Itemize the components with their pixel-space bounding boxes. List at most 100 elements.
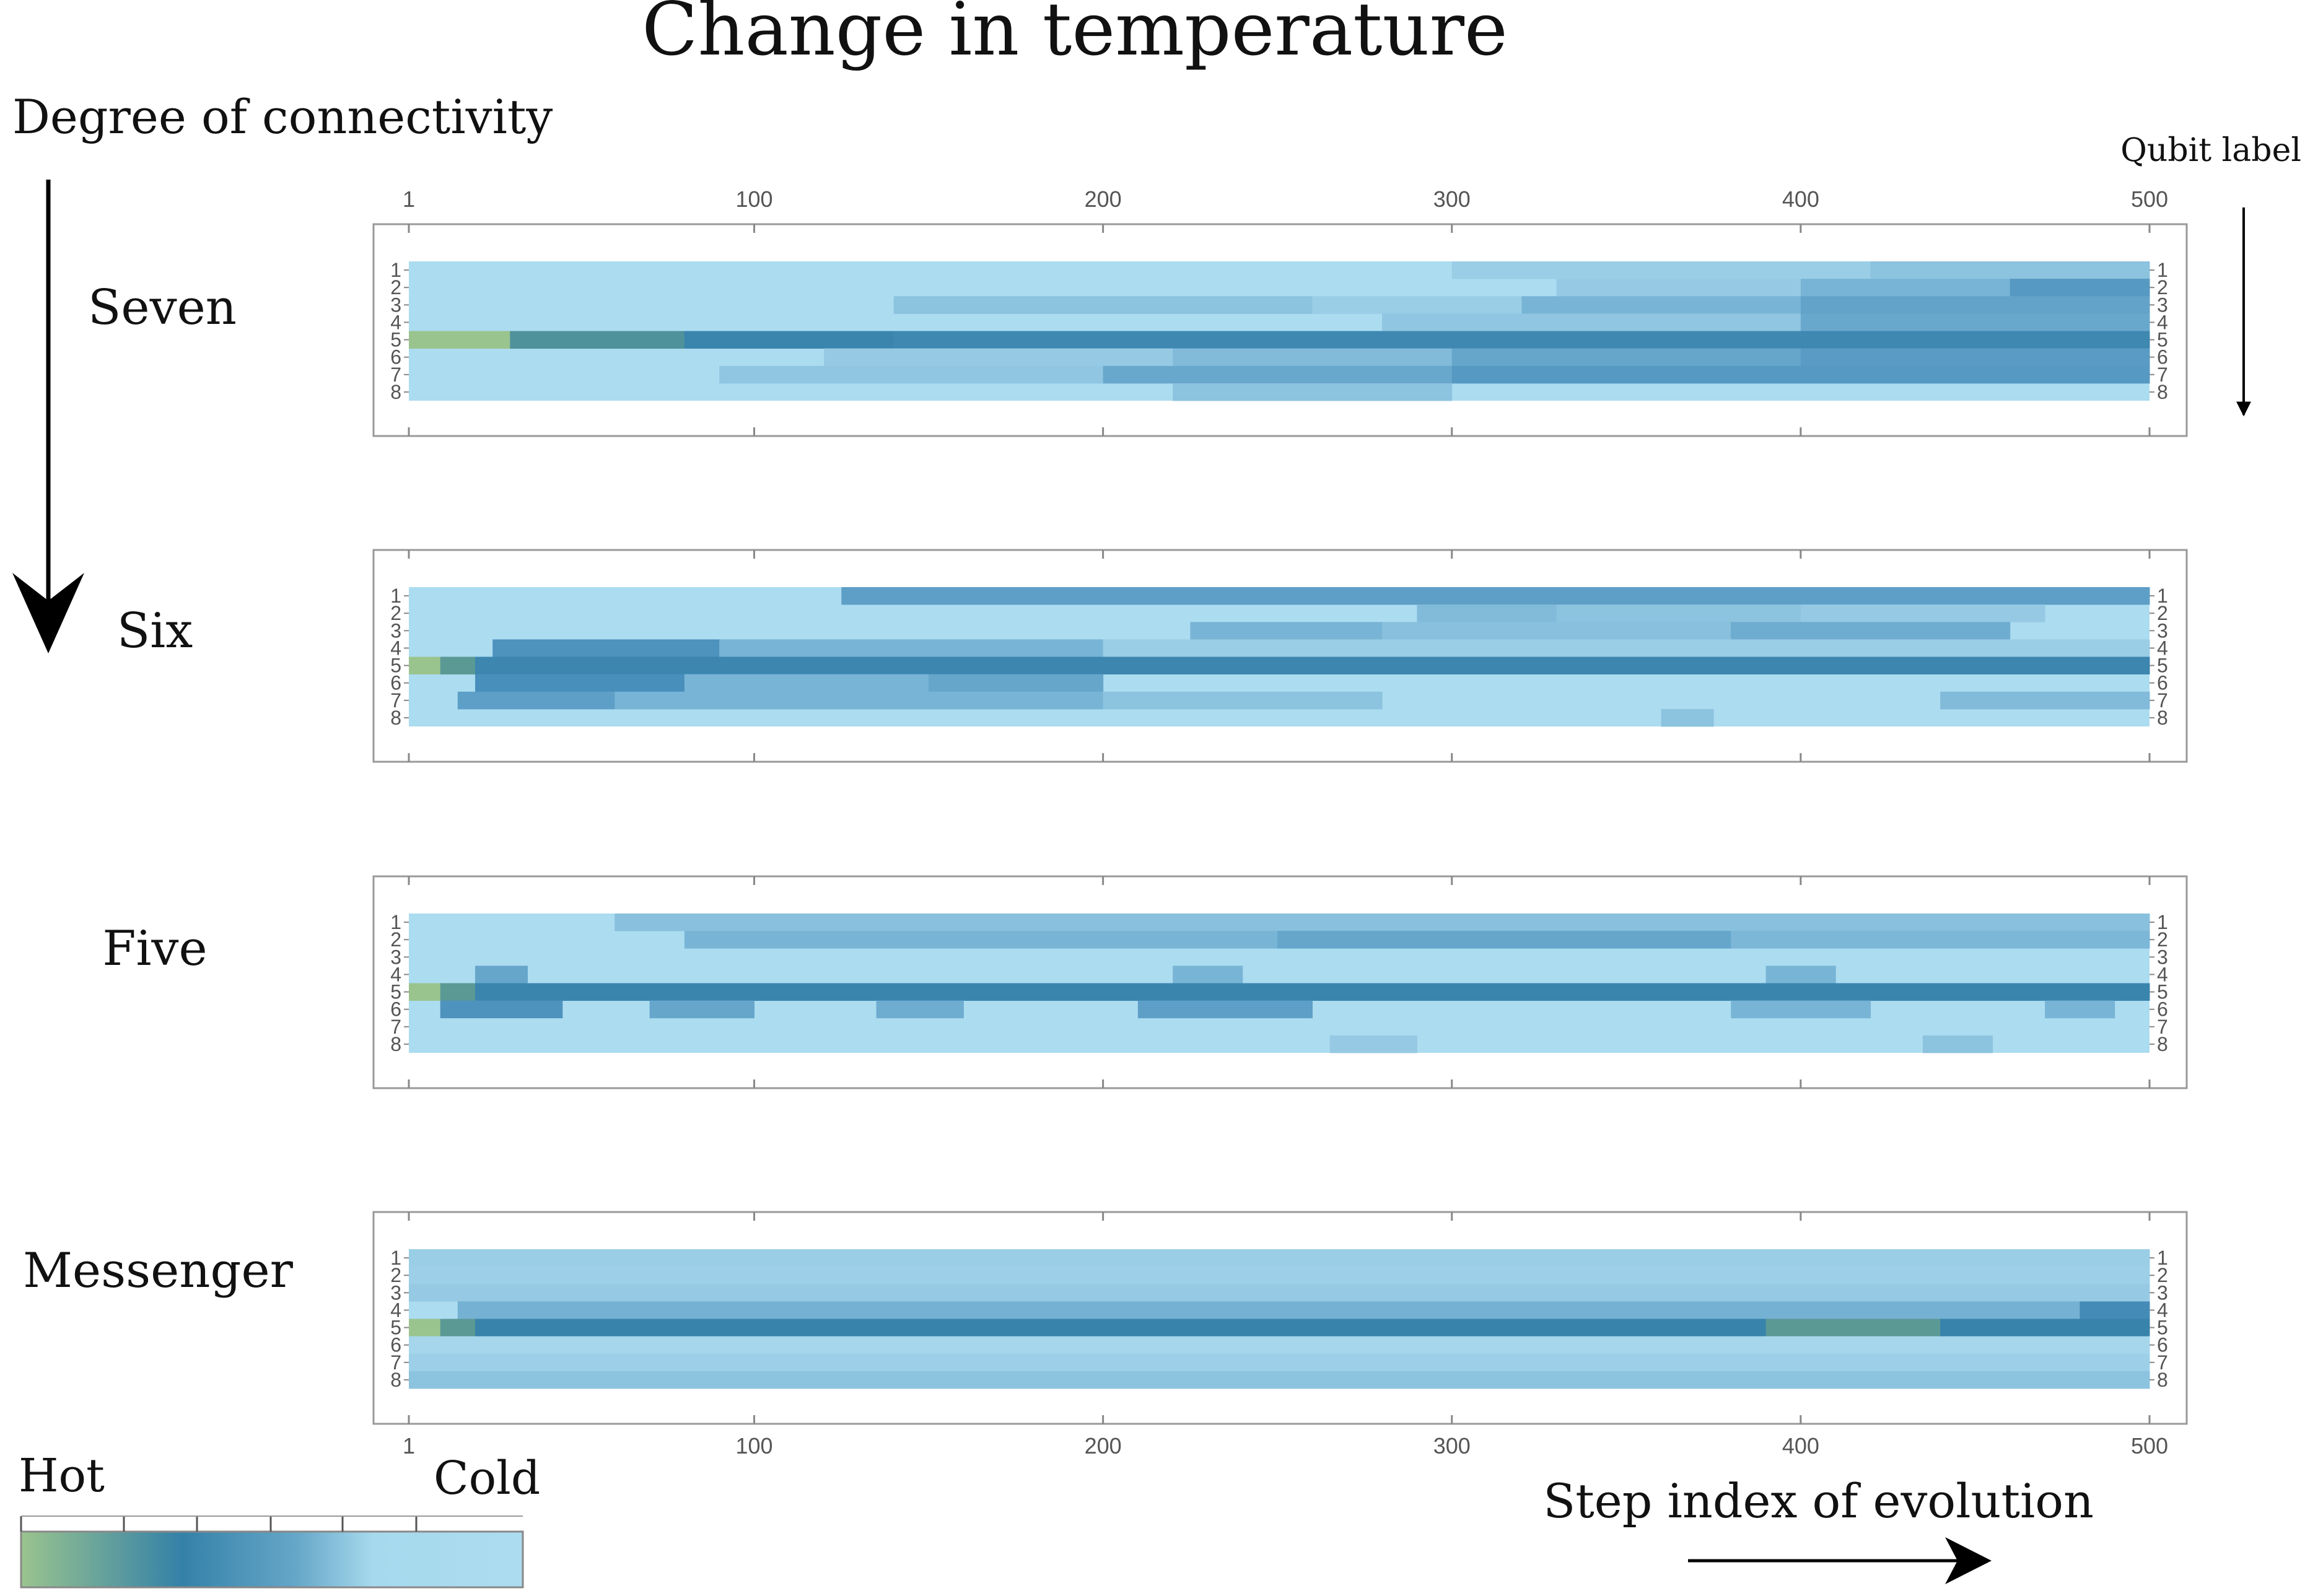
qubit-tick-label: 7 — [390, 1351, 401, 1374]
heatmap-cell — [475, 966, 528, 983]
qubit-tick-label: 4 — [2157, 963, 2168, 985]
heatmap-cell — [1382, 622, 1731, 640]
qubit-tick-label: 5 — [390, 329, 401, 351]
qubit-tick-label: 7 — [2157, 1351, 2168, 1374]
heatmap-cell — [409, 1336, 2150, 1354]
heatmap-cell — [1661, 709, 1714, 727]
heatmap-cell — [1451, 348, 1801, 367]
qubit-tick-label: 4 — [390, 1299, 401, 1321]
qubit-tick-label: 7 — [390, 1016, 401, 1038]
qubit-tick-label: 2 — [2157, 928, 2168, 951]
heatmap-cell — [475, 656, 2150, 674]
heatmap-cell — [1173, 348, 1453, 367]
panel-label: Six — [117, 603, 193, 659]
qubit-annotation: Qubit label — [2120, 132, 2301, 169]
panel-label: Messenger — [23, 1243, 294, 1299]
x-tick-label: 300 — [1433, 186, 1471, 212]
heatmap-cell — [510, 331, 685, 349]
qubit-tick-label: 1 — [390, 259, 401, 281]
heatmap-cell — [1277, 931, 1731, 949]
qubit-tick-label: 5 — [2157, 329, 2168, 351]
heatmap-cell — [1800, 279, 2011, 297]
heatmap-cell — [409, 656, 441, 674]
qubit-tick-label: 3 — [2157, 619, 2168, 642]
qubit-tick-label: 8 — [2157, 381, 2168, 403]
heatmap-cell — [440, 1319, 476, 1337]
heatmap-cell — [475, 674, 685, 692]
step-arrowhead — [1945, 1537, 1992, 1584]
heatmap-cell — [409, 1267, 2150, 1284]
heatmap-cell — [1940, 691, 2150, 710]
x-tick-label: 200 — [1085, 1433, 1122, 1459]
qubit-tick-label: 5 — [2157, 655, 2168, 677]
qubit-tick-label: 1 — [2157, 585, 2168, 607]
heatmap-cell — [440, 656, 476, 674]
heatmap-cell — [440, 983, 476, 1001]
qubit-tick-label: 4 — [2157, 1299, 2168, 1321]
qubit-tick-label: 6 — [390, 998, 401, 1021]
qubit-tick-label: 3 — [390, 1281, 401, 1304]
qubit-tick-label: 4 — [390, 311, 401, 333]
heatmap-cell — [684, 931, 1278, 949]
heatmap-cell — [492, 639, 720, 657]
heatmap-cell — [409, 1353, 2150, 1372]
heatmap-cell — [1731, 1000, 1871, 1019]
qubit-tick-label: 6 — [390, 346, 401, 368]
heatmap-cell — [841, 587, 2150, 605]
x-tick-label: 500 — [2131, 1433, 2168, 1459]
qubit-tick-label: 2 — [390, 1264, 401, 1286]
heatmap-cell — [1800, 604, 2045, 622]
heatmap-cell — [2080, 1301, 2150, 1319]
qubit-tick-label: 2 — [2157, 1264, 2168, 1286]
heatmap-cell — [1556, 279, 1801, 297]
heatmap-cell — [1417, 604, 1557, 622]
qubit-tick-label: 2 — [390, 928, 401, 951]
heatmap-cell — [1731, 622, 2011, 640]
qubit-tick-label: 3 — [2157, 294, 2168, 316]
qubit-tick-label: 8 — [2157, 1033, 2168, 1055]
heatmap-cell — [1731, 931, 2150, 949]
qubit-tick-label: 1 — [2157, 911, 2168, 933]
heatmap-cell — [824, 348, 1173, 367]
x-tick-label: 400 — [1782, 186, 1819, 212]
x-tick-label: 500 — [2131, 186, 2168, 212]
colorbar-ticks — [20, 1515, 523, 1532]
y-annotation: Degree of connectivity — [12, 89, 553, 144]
qubit-tick-label: 6 — [2157, 346, 2168, 368]
qubit-tick-label: 5 — [2157, 981, 2168, 1003]
heatmap-cell — [1800, 313, 2150, 331]
qubit-tick-label: 7 — [2157, 1016, 2168, 1038]
x-tick-label: 1 — [403, 186, 415, 212]
x-axis-bottom: 1 100 200 300 400 500 — [403, 1433, 2168, 1459]
heatmap-cell — [615, 914, 2150, 931]
qubit-tick-label: 7 — [390, 689, 401, 712]
heatmap-cell — [929, 674, 1104, 692]
qubit-tick-label: 2 — [390, 602, 401, 624]
heatmap-cell — [684, 674, 929, 692]
heatmap-cell — [1173, 383, 1453, 401]
qubit-tick-label: 5 — [390, 1317, 401, 1339]
heatmap-cell — [409, 331, 510, 349]
heatmap-cell — [409, 1319, 441, 1337]
qubit-tick-label: 6 — [390, 1334, 401, 1356]
qubit-tick-label: 8 — [2157, 1369, 2168, 1391]
qubit-tick-label: 5 — [2157, 1317, 2168, 1339]
heatmap-cell — [719, 639, 1104, 657]
colorbar — [20, 1530, 524, 1589]
qubit-tick-label: 7 — [2157, 364, 2168, 386]
qubit-tick-label: 7 — [390, 364, 401, 386]
qubit-tick-label: 2 — [390, 276, 401, 299]
panel-label: Seven — [88, 280, 237, 336]
qubit-tick-label: 3 — [390, 294, 401, 316]
heatmap-cell — [893, 296, 1313, 314]
qubit-tick-label: 2 — [2157, 602, 2168, 624]
heatmap-cell — [409, 1284, 2150, 1302]
heatmap-cell — [1451, 261, 1871, 279]
qubit-tick-label: 5 — [390, 655, 401, 677]
